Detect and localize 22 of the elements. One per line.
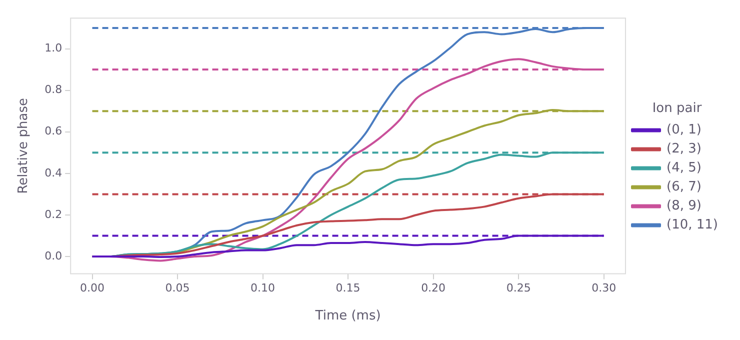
x-tick-label: 0.10	[250, 282, 276, 295]
legend-label: (2, 3)	[666, 142, 702, 157]
y-tick-label: 0.0	[44, 249, 62, 262]
x-axis-title: Time (ms)	[314, 308, 381, 324]
legend-label: (8, 9)	[666, 198, 702, 214]
x-tick-label: 0.05	[165, 282, 190, 295]
x-tick-label: 0.00	[80, 282, 105, 295]
y-tick-label: 0.8	[44, 83, 62, 96]
x-tick-label: 0.30	[592, 282, 616, 295]
legend-title: Ion pair	[652, 101, 702, 116]
y-tick-label: 0.2	[44, 208, 62, 221]
legend-label: (6, 7)	[666, 180, 702, 195]
y-tick-label: 0.4	[44, 166, 62, 180]
x-tick-label: 0.20	[421, 282, 446, 295]
x-tick-label: 0.25	[506, 282, 531, 295]
y-tick-label: 1.0	[44, 42, 62, 55]
legend-label: (0, 1)	[666, 122, 702, 138]
legend-label: (10, 11)	[666, 218, 718, 233]
y-axis-title: Relative phase	[16, 98, 32, 194]
legend-label: (4, 5)	[666, 160, 702, 176]
y-tick-label: 0.6	[44, 124, 62, 138]
x-tick-label: 0.15	[336, 282, 360, 295]
